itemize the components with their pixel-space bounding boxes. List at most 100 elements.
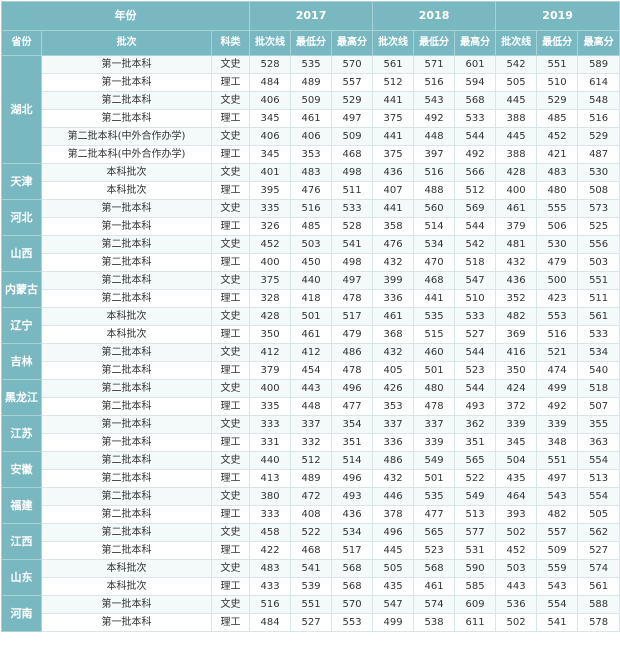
max-2019-cell: 513 (577, 469, 620, 488)
max-2017-cell: 498 (331, 253, 374, 272)
max-2018-cell: 512 (454, 181, 497, 200)
min-2017-cell: 468 (290, 541, 333, 560)
batch-cell: 本科批次 (41, 163, 212, 182)
max-2017-cell: 517 (331, 541, 374, 560)
table-row: 福建 第二批本科 文史 380 472 493 446 535 549 464 543 554 (1, 487, 620, 524)
cutoff-2018-cell: 499 (372, 613, 415, 632)
cutoff-2018-cell: 336 (372, 289, 415, 308)
cutoff-2017-cell: 406 (249, 91, 292, 110)
admission-score-table: 年份 2017 2018 2019 省份 批次 科类 批次线 最低分 最高分 批… (0, 1, 620, 632)
cutoff-2018-cell: 378 (372, 505, 415, 524)
province-cell: 山东 (1, 559, 42, 596)
cutoff-2019-cell: 400 (495, 181, 538, 200)
max-2018-cell: 362 (454, 415, 497, 434)
max-2019-cell: 355 (577, 415, 620, 434)
cutoff-2017-cell: 412 (249, 343, 292, 362)
cutoff-2019-cell: 416 (495, 343, 538, 362)
cutoff-2018-cell: 505 (372, 559, 415, 578)
cutoff-2017-cell: 395 (249, 181, 292, 200)
subject-cell: 理工 (210, 73, 251, 92)
max-2019-cell: 562 (577, 523, 620, 542)
max-2019-cell: 507 (577, 397, 620, 416)
batch-cell: 第二批本科 (41, 523, 212, 542)
min-2018-cell: 549 (413, 451, 456, 470)
batch-cell: 第二批本科 (41, 235, 212, 254)
province-cell: 吉林 (1, 343, 42, 380)
cutoff-2017-cell: 484 (249, 613, 292, 632)
min-2017-cell: 489 (290, 469, 333, 488)
min-2017-cell: 408 (290, 505, 333, 524)
max-2018-cell: 351 (454, 433, 497, 452)
cutoff-2017-cell: 375 (249, 271, 292, 290)
batch-cell: 第二批本科 (41, 343, 212, 362)
subject-cell: 理工 (210, 397, 251, 416)
cutoff-2017-cell: 516 (249, 595, 292, 614)
province-cell: 黑龙江 (1, 379, 42, 416)
max-2018-cell: 513 (454, 505, 497, 524)
batch-cell: 第二批本科 (41, 253, 212, 272)
batch-cell: 第一批本科 (41, 55, 212, 74)
max-2019-cell: 574 (577, 559, 620, 578)
cutoff-header-2017: 批次线 (249, 30, 292, 56)
max-2019-cell: 561 (577, 307, 620, 326)
max-2017-cell: 354 (331, 415, 374, 434)
min-2017-cell: 551 (290, 595, 333, 614)
max-2017-cell: 493 (331, 487, 374, 506)
min-2019-cell: 482 (536, 505, 579, 524)
max-2017-cell: 568 (331, 577, 374, 596)
cutoff-2017-cell: 422 (249, 541, 292, 560)
max-2019-cell: 503 (577, 253, 620, 272)
subject-cell: 文史 (210, 199, 251, 218)
batch-cell: 第二批本科 (41, 289, 212, 308)
max-2018-cell: 522 (454, 469, 497, 488)
cutoff-2018-cell: 432 (372, 469, 415, 488)
cutoff-2017-cell: 326 (249, 217, 292, 236)
column-header-row: 省份 批次 科类 批次线 最低分 最高分 批次线 最低分 最高分 批次线 最低分… (1, 30, 620, 56)
max-2017-cell: 496 (331, 379, 374, 398)
max-2019-cell: 505 (577, 505, 620, 524)
max-2018-cell: 577 (454, 523, 497, 542)
max-2018-cell: 544 (454, 379, 497, 398)
min-2017-cell: 485 (290, 217, 333, 236)
min-2018-cell: 468 (413, 271, 456, 290)
max-2018-cell: 609 (454, 595, 497, 614)
max-2017-cell: 533 (331, 199, 374, 218)
max-2018-cell: 492 (454, 145, 497, 164)
max-2018-cell: 544 (454, 217, 497, 236)
cutoff-2017-cell: 331 (249, 433, 292, 452)
min-2018-cell: 501 (413, 361, 456, 380)
table-row: 本科批次 理工 433 539 568 435 461 585 443 543 561 (2, 577, 620, 596)
min-2017-cell: 527 (290, 613, 333, 632)
max-2019-cell: 530 (577, 163, 620, 182)
max-2018-cell: 590 (454, 559, 497, 578)
min-2019-cell: 492 (536, 397, 579, 416)
table-row: 河南 第一批本科 文史 516 551 570 547 574 609 536 554 588 (1, 595, 620, 632)
cutoff-2017-cell: 345 (249, 109, 292, 128)
year-2018: 2018 (372, 1, 497, 31)
table-row: 江西 第二批本科 文史 458 522 534 496 565 577 502 557 562 (1, 523, 620, 560)
max-2019-cell: 614 (577, 73, 620, 92)
table-row: 第二批本科 理工 335 448 477 353 478 493 372 492 507 (2, 397, 620, 416)
subject-cell: 文史 (210, 91, 251, 110)
max-2018-cell: 493 (454, 397, 497, 416)
min-2018-cell: 448 (413, 127, 456, 146)
min-2018-cell: 501 (413, 469, 456, 488)
min-2019-cell: 339 (536, 415, 579, 434)
year-2017: 2017 (249, 1, 374, 31)
table-row: 山西 第二批本科 文史 452 503 541 476 534 542 481 530 556 (1, 235, 620, 272)
min-2018-cell: 339 (413, 433, 456, 452)
min-2018-cell: 523 (413, 541, 456, 560)
min-2018-cell: 538 (413, 613, 456, 632)
table-row: 第二批本科(中外合作办学) 文史 406 406 509 441 448 544 445 452 5… (2, 127, 620, 146)
cutoff-2017-cell: 401 (249, 163, 292, 182)
max-2019-cell: 588 (577, 595, 620, 614)
batch-cell: 本科批次 (41, 181, 212, 200)
min-2018-cell: 515 (413, 325, 456, 344)
max-2019-cell: 556 (577, 235, 620, 254)
province-cell: 天津 (1, 163, 42, 200)
min-2018-cell: 461 (413, 577, 456, 596)
min-2019-cell: 521 (536, 343, 579, 362)
min-2018-cell: 337 (413, 415, 456, 434)
min-2017-cell: 454 (290, 361, 333, 380)
max-2019-cell: 554 (577, 487, 620, 506)
